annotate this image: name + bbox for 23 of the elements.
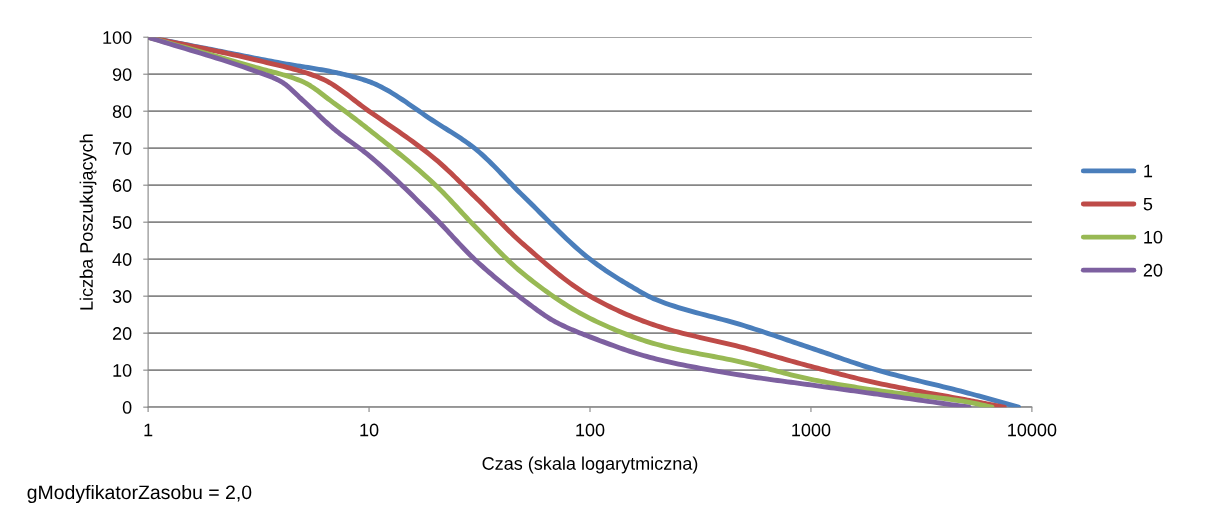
y-tick-label: 20 [112,327,132,340]
legend-label: 10 [1144,230,1163,244]
y-tick-label: 40 [112,253,132,266]
legend-label: 20 [1143,263,1163,277]
y-tick-label: 0 [122,401,132,414]
x-tick-label: 10000 [1008,423,1057,437]
y-tick-label: 10 [113,364,132,377]
y-tick-label: 30 [112,290,132,303]
x-tick-label: 100 [576,423,605,437]
y-tick-label: 80 [112,105,132,118]
text: gModyfikatorZasobu = 2,0 [27,484,252,504]
x-tick-label: 1000 [792,423,831,437]
y-axis-title: Liczba Poszukujących [79,134,97,310]
x-tick-label: 1 [144,423,153,437]
y-tick-label: 60 [112,179,132,192]
y-tick-label: 50 [112,216,132,229]
legend-label: 1 [1144,164,1153,178]
x-axis-title: Czas (skala logarytmiczna) [482,456,698,474]
y-tick-label: 70 [112,142,132,155]
legend-label: 5 [1143,197,1153,211]
x-tick-label: 10 [360,423,379,437]
y-tick-label: 90 [112,68,132,81]
y-tick-label: 100 [103,31,132,44]
